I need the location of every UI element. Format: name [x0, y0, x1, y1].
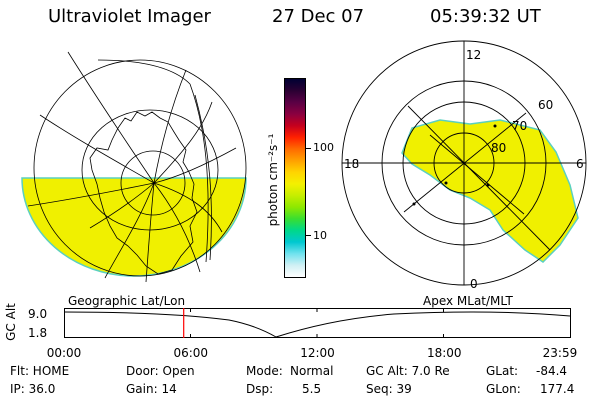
altitude-curve	[64, 311, 571, 338]
time-label: 05:39:32 UT	[430, 6, 541, 27]
timeline-plot	[64, 308, 571, 338]
time-tick-label: 06:00	[173, 346, 209, 360]
mlt-label-18: 18	[344, 157, 360, 171]
geographic-map-panel	[21, 51, 247, 283]
colorbar-label-100: 100	[313, 141, 334, 154]
gc-alt-status: GC Alt: 7.0 Re	[366, 364, 450, 378]
flight-status: Flt: HOME	[10, 364, 70, 378]
time-tick-label: 23:59	[542, 346, 578, 360]
dsp-label: Dsp:	[246, 382, 274, 396]
gain-status: Gain: 14	[126, 382, 177, 396]
colorbar-tick-100	[306, 148, 311, 149]
instrument-title: Ultraviolet Imager	[48, 6, 211, 27]
glon-label: GLon:	[486, 382, 521, 396]
geographic-aurora-region	[21, 177, 247, 277]
mode-value: Normal	[290, 364, 334, 378]
polar-plot	[341, 40, 587, 286]
gc-alt-axis-label: GC Alt	[4, 303, 18, 341]
gc-alt-top-value: 9.0	[28, 307, 48, 321]
mlt-label-6: 6	[576, 157, 584, 171]
coastline	[89, 111, 198, 275]
colorbar-gradient	[285, 79, 305, 277]
mlt-label-0: 0	[470, 277, 478, 291]
glat-label: GLat:	[486, 364, 519, 378]
colorbar-unit-label: photon cm⁻²s⁻¹	[266, 133, 280, 227]
mlat-label-60: 60	[538, 98, 554, 112]
colorbar-tick-10	[306, 235, 311, 236]
colorbar-label-10: 10	[313, 229, 327, 242]
mode-label: Mode:	[246, 364, 283, 378]
ip-status: IP: 36.0	[10, 382, 56, 396]
glat-value: -84.4	[536, 364, 568, 378]
mlat-label-70: 70	[512, 119, 528, 133]
colorbar-container	[284, 78, 306, 278]
glon-value: 177.4	[540, 382, 575, 396]
door-status: Door: Open	[126, 364, 195, 378]
gc-alt-bottom-value: 1.8	[28, 326, 48, 340]
apex-caption: Apex MLat/MLT	[423, 294, 513, 308]
seq-status: Seq: 39	[366, 382, 412, 396]
time-tick-label: 12:00	[300, 346, 335, 360]
dsp-value: 5.5	[302, 382, 322, 396]
time-tick-label: 00:00	[46, 346, 82, 360]
mlt-label-12: 12	[466, 48, 482, 62]
time-tick-label: 18:00	[426, 346, 462, 360]
date-label: 27 Dec 07	[272, 6, 365, 27]
mlat-label-80: 80	[491, 141, 507, 155]
geographic-caption: Geographic Lat/Lon	[68, 294, 186, 308]
